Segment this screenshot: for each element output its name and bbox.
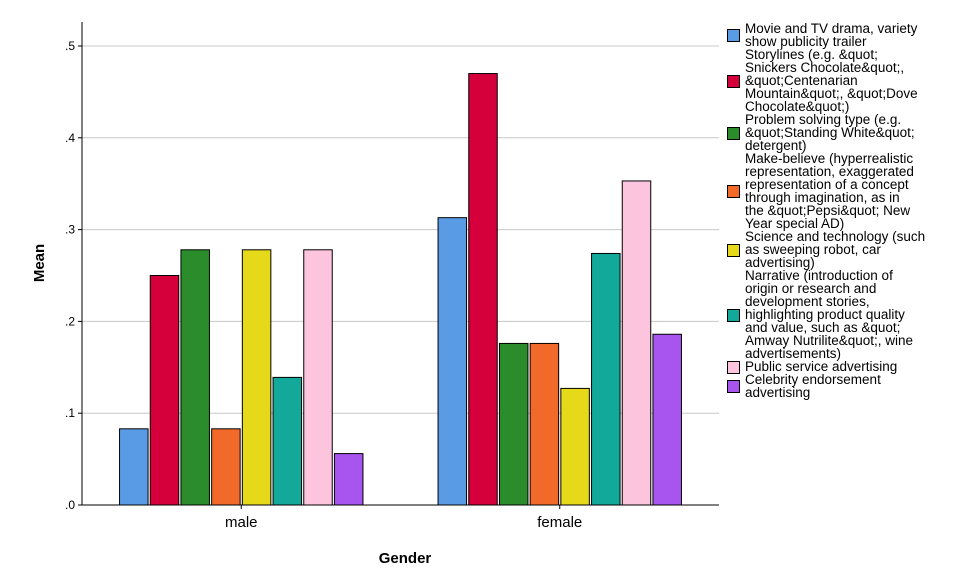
legend-swatch (727, 243, 740, 257)
y-tick-label: .2 (65, 314, 75, 328)
legend-label: Public service advertising (745, 359, 898, 374)
bar-female-series-1 (437, 217, 468, 506)
legend-swatch (727, 126, 740, 140)
bar-female-series-7 (621, 180, 652, 506)
x-tick-labels: male female (225, 505, 582, 531)
legend-swatch (727, 380, 740, 393)
legend-item: Problem solving type (e.g. &quot;Standin… (727, 113, 963, 152)
y-tick-labels: .0 .1 .2 .3 .4 .5 (65, 39, 75, 512)
bar-female-series-5 (560, 387, 590, 506)
legend-item: Storylines (e.g. &quot; Snickers Chocola… (727, 48, 963, 113)
y-tick-label: .4 (65, 131, 75, 145)
bar-male-series-5 (241, 249, 272, 506)
bars (119, 73, 682, 506)
x-tick-label: male (225, 514, 258, 531)
legend-label: Problem solving type (e.g. &quot;Standin… (745, 112, 915, 153)
legend-swatch (727, 74, 740, 88)
legend-swatch (727, 308, 740, 322)
y-tick-label: .1 (65, 406, 75, 420)
bar-male-series-2 (149, 275, 180, 506)
bar-male-series-8 (333, 453, 364, 506)
legend-item: Public service advertising (727, 359, 963, 374)
bar-male-series-4 (211, 428, 241, 506)
legend-label: Movie and TV drama, variety show publici… (745, 21, 918, 49)
bar-female-series-2 (468, 73, 498, 506)
y-tick-label: .0 (65, 498, 75, 512)
bar-female-series-4 (529, 342, 560, 506)
legend-item: Make-believe (hyperrealistic representat… (727, 152, 963, 230)
bar-male-series-6 (272, 376, 303, 506)
y-axis-title: Mean (31, 244, 48, 282)
x-tick-label: female (537, 514, 582, 531)
legend-item: Celebrity endorsement advertising (727, 373, 963, 399)
y-tick-label: .3 (65, 223, 75, 237)
bar-female-series-6 (591, 252, 621, 506)
x-axis-title: Gender (379, 550, 432, 567)
bar-male-series-3 (180, 249, 210, 506)
legend-label: Storylines (e.g. &quot; Snickers Chocola… (745, 47, 918, 114)
legend: Movie and TV drama, variety show publici… (727, 22, 963, 399)
bar-male-series-1 (119, 428, 149, 506)
legend-swatch (727, 360, 740, 374)
axes (81, 22, 719, 506)
bar-female-series-3 (498, 342, 529, 506)
legend-item: Science and technology (such as sweeping… (727, 230, 963, 269)
legend-label: Make-believe (hyperrealistic representat… (745, 151, 914, 231)
legend-label: Narrative (introduction of origin or res… (745, 268, 914, 361)
bar-male-series-7 (303, 249, 333, 506)
legend-swatch (727, 29, 740, 42)
legend-item: Movie and TV drama, variety show publici… (727, 22, 963, 48)
legend-label: Celebrity endorsement advertising (745, 372, 881, 400)
legend-item: Narrative (introduction of origin or res… (727, 269, 963, 360)
legend-swatch (727, 185, 740, 198)
legend-label: Science and technology (such as sweeping… (745, 229, 926, 270)
bar-female-series-8 (652, 333, 682, 506)
y-tick-label: .5 (65, 39, 75, 53)
